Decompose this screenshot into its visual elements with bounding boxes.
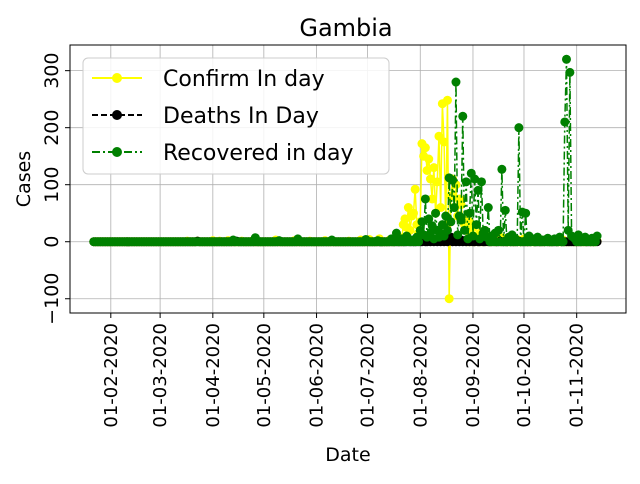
data-point <box>592 231 602 241</box>
ticks-layer: −100 0 100 200 300 01-02-2020 01-03-2020 01-04-… <box>41 53 588 428</box>
legend: Confirm In day Deaths In Day Recovered i… <box>82 57 390 175</box>
x-tick-label: 01-11-2020 <box>567 323 588 428</box>
data-point <box>465 208 475 218</box>
legend-marker-confirm <box>112 73 122 83</box>
data-point <box>429 163 439 173</box>
data-point <box>444 294 454 304</box>
data-point <box>422 165 432 175</box>
data-point <box>420 194 430 204</box>
data-point <box>480 225 490 235</box>
data-point <box>425 174 435 184</box>
data-point <box>521 208 531 218</box>
x-tick-label: 01-09-2020 <box>463 323 484 428</box>
y-tick-label: 0 <box>41 236 63 248</box>
data-point <box>408 208 418 218</box>
legend-label-recovered: Recovered in day <box>163 141 354 166</box>
legend-box <box>82 57 390 175</box>
data-point <box>471 220 481 230</box>
x-tick-label: 01-10-2020 <box>514 323 535 428</box>
data-point <box>565 67 575 77</box>
data-point <box>483 203 493 213</box>
legend-entry-deaths: Deaths In Day <box>92 104 319 129</box>
data-point <box>456 215 466 225</box>
data-point <box>561 54 571 64</box>
data-point <box>451 77 461 87</box>
y-axis-label: Cases <box>13 151 35 207</box>
series-layer <box>89 54 602 304</box>
data-point <box>448 175 458 185</box>
data-point <box>424 214 434 224</box>
legend-entry-confirm: Confirm In day <box>92 67 325 92</box>
y-tick-label: 200 <box>41 110 63 146</box>
chart-title: Gambia <box>299 14 392 42</box>
data-point <box>558 237 568 247</box>
data-point <box>410 184 420 194</box>
x-axis-label: Date <box>325 444 370 466</box>
data-point <box>424 154 434 164</box>
data-point <box>432 177 442 187</box>
x-tick-label: 01-05-2020 <box>254 323 275 428</box>
data-point <box>476 177 486 187</box>
x-tick-label: 01-06-2020 <box>307 323 328 428</box>
data-point <box>493 225 503 235</box>
x-tick-label: 01-03-2020 <box>150 323 171 428</box>
data-point <box>500 205 510 215</box>
data-point <box>420 143 430 153</box>
series-2 <box>89 54 602 247</box>
data-point <box>470 174 480 184</box>
x-tick-label: 01-02-2020 <box>101 323 122 428</box>
data-point <box>449 203 459 213</box>
data-point <box>442 95 452 105</box>
data-point <box>431 208 441 218</box>
data-point <box>414 237 424 247</box>
x-tick-label: 01-08-2020 <box>410 323 431 428</box>
data-point <box>514 123 524 133</box>
data-point <box>400 214 410 224</box>
data-point <box>442 225 452 235</box>
data-point <box>461 177 471 187</box>
data-point <box>458 111 468 121</box>
y-tick-label: 300 <box>41 53 63 89</box>
data-point <box>417 217 427 227</box>
data-point <box>473 185 483 195</box>
legend-marker-deaths <box>112 110 122 120</box>
data-point <box>453 230 463 240</box>
data-point <box>427 194 437 204</box>
plot-frame <box>69 44 627 314</box>
data-point <box>459 225 469 235</box>
data-point <box>439 137 449 147</box>
legend-label-deaths: Deaths In Day <box>163 104 319 129</box>
legend-label-confirm: Confirm In day <box>163 67 325 92</box>
x-tick-label: 01-04-2020 <box>203 323 224 428</box>
legend-entry-recovered: Recovered in day <box>92 141 354 166</box>
y-tick-label: −100 <box>41 273 63 325</box>
data-point <box>468 231 478 241</box>
data-point <box>446 217 456 227</box>
data-point <box>560 117 570 127</box>
legend-marker-recovered <box>112 147 122 157</box>
data-point <box>497 164 507 174</box>
x-tick-label: 01-07-2020 <box>358 323 379 428</box>
y-tick-label: 100 <box>41 167 63 203</box>
